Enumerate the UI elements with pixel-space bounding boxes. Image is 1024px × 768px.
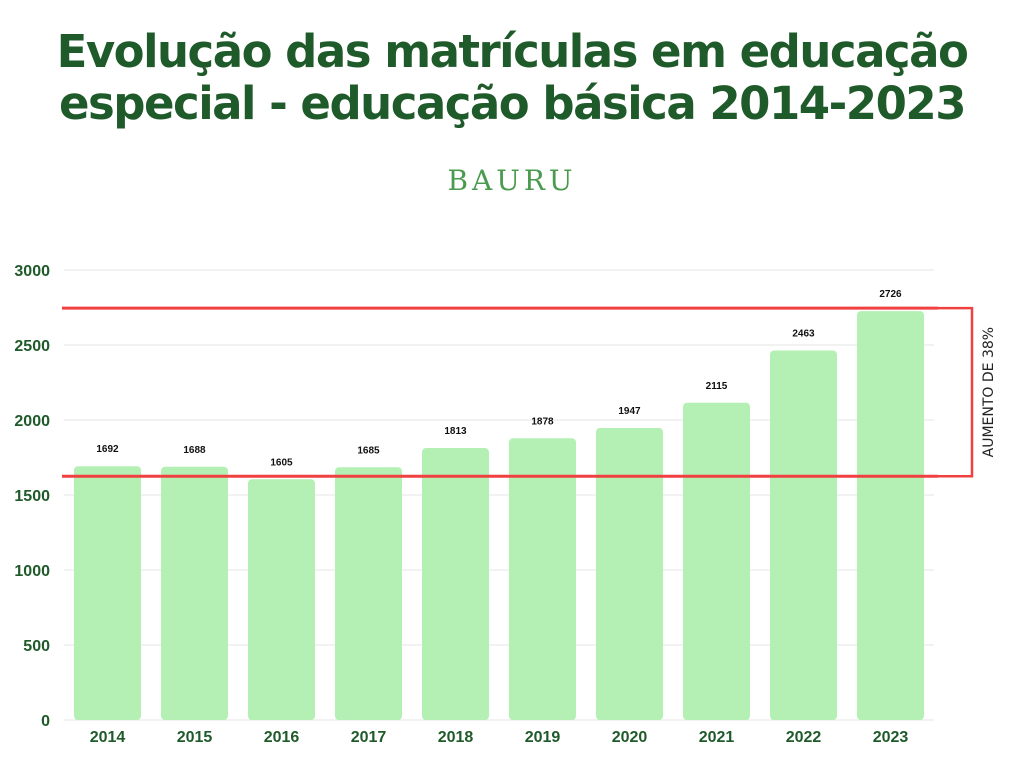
- bar: [161, 466, 228, 720]
- chart-title: Evolução das matrículas em educação espe…: [0, 26, 1024, 130]
- y-tick-label: 1000: [14, 563, 50, 580]
- chart-subtitle: BAURU: [447, 164, 577, 197]
- data-label: 1605: [270, 457, 293, 468]
- y-tick-label: 2500: [14, 338, 50, 355]
- bar: [509, 438, 576, 720]
- y-tick-label: 0: [41, 713, 50, 730]
- x-tick-label: 2022: [786, 729, 822, 746]
- data-label: 2463: [792, 329, 815, 340]
- bar: [596, 427, 663, 720]
- x-tick-label: 2018: [438, 729, 474, 746]
- increase-bracket: [938, 306, 974, 478]
- x-tick-label: 2021: [699, 729, 735, 746]
- data-label: 2726: [879, 289, 902, 300]
- bar: [857, 311, 924, 720]
- bar: [248, 479, 315, 720]
- bar: [335, 467, 402, 720]
- increase-annotation: AUMENTO DE 38%: [981, 327, 997, 457]
- data-label: 2115: [706, 381, 728, 392]
- bar: [422, 448, 489, 720]
- bar: [683, 402, 750, 720]
- x-tick-label: 2019: [525, 729, 561, 746]
- x-tick-label: 2014: [90, 729, 126, 746]
- data-label: 1947: [618, 406, 641, 417]
- data-label: 1688: [183, 445, 206, 456]
- x-tick-label: 2020: [612, 729, 648, 746]
- y-tick-label: 1500: [14, 488, 50, 505]
- data-label: 1692: [96, 444, 119, 455]
- x-tick-label: 2015: [177, 729, 213, 746]
- data-label: 1685: [357, 445, 380, 456]
- data-label: 1878: [531, 416, 554, 427]
- bar: [770, 350, 837, 720]
- y-tick-label: 500: [23, 638, 50, 655]
- title-line-2: especial - educação básica 2014-2023: [58, 77, 967, 130]
- x-tick-label: 2023: [873, 729, 909, 746]
- x-tick-label: 2017: [351, 729, 387, 746]
- x-tick-label: 2016: [264, 729, 300, 746]
- bar: [74, 466, 141, 720]
- y-tick-label: 2000: [14, 413, 50, 430]
- data-label: 1813: [444, 426, 467, 437]
- title-line-1: Evolução das matrículas em educação: [56, 25, 969, 78]
- y-tick-label: 3000: [14, 263, 50, 280]
